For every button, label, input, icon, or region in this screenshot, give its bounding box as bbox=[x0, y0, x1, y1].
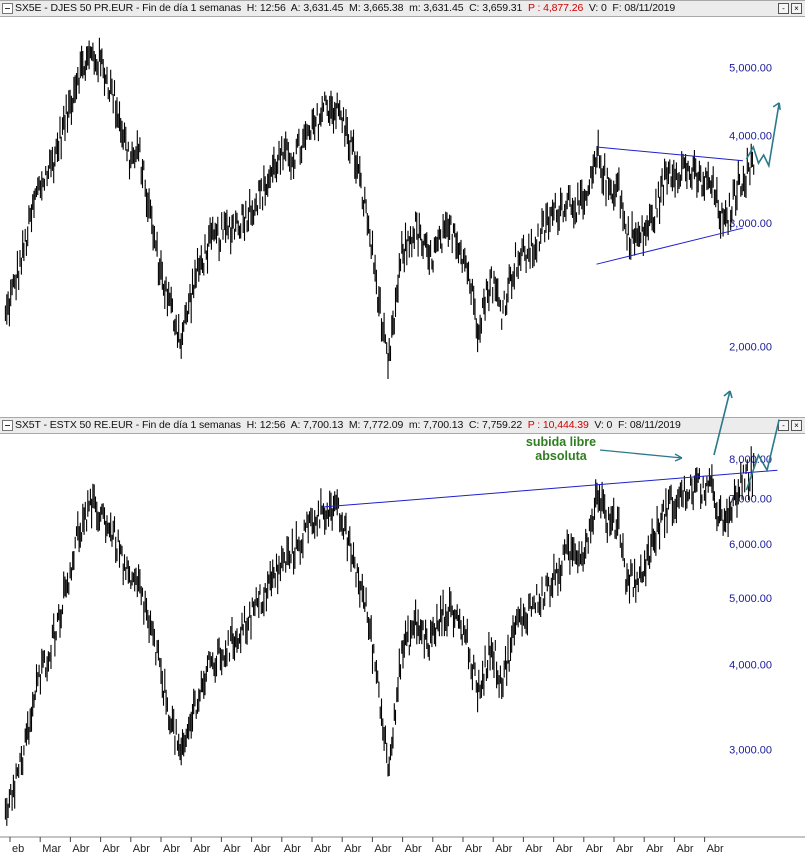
triangle-lower-trendline bbox=[596, 227, 744, 265]
x-tick-label: Abr bbox=[163, 843, 180, 854]
top-panel-header: SX5E - DJES 50 PR.EUR - Fin de día 1 sem… bbox=[0, 0, 805, 17]
y-tick-label: 3,000.00 bbox=[729, 745, 772, 757]
x-tick-label: Abr bbox=[284, 843, 301, 854]
annotation-arrow bbox=[599, 449, 683, 462]
y-tick-label: 5,000.00 bbox=[729, 62, 772, 74]
x-tick-label: Abr bbox=[616, 843, 633, 854]
y-tick-label: 4,000.00 bbox=[729, 130, 772, 142]
bottom-panel-header: SX5T - ESTX 50 RE.EUR - Fin de día 1 sem… bbox=[0, 417, 805, 434]
x-tick-label: Abr bbox=[465, 843, 482, 854]
x-tick-label: Abr bbox=[676, 843, 693, 854]
long-projection-arrow bbox=[713, 390, 733, 456]
close-button[interactable]: × bbox=[791, 3, 802, 14]
x-tick-label: Abr bbox=[133, 843, 150, 854]
y-tick-label: 4,000.00 bbox=[729, 659, 772, 671]
x-tick-label: Abr bbox=[72, 843, 89, 854]
y-tick-label: 8,000.00 bbox=[729, 454, 772, 466]
x-tick-label: Abr bbox=[103, 843, 120, 854]
x-axis-band bbox=[0, 837, 805, 854]
panel-menu-icon[interactable] bbox=[2, 420, 13, 431]
y-tick-label: 2,000.00 bbox=[729, 341, 772, 353]
projection-arrow bbox=[745, 102, 780, 169]
projection-arrow bbox=[745, 419, 780, 491]
x-tick-label: Abr bbox=[314, 843, 331, 854]
x-tick-label: Abr bbox=[193, 843, 210, 854]
x-tick-label: Abr bbox=[374, 843, 391, 854]
price-bars bbox=[4, 37, 755, 379]
bottom-panel-title: SX5T - ESTX 50 RE.EUR - Fin de día 1 sem… bbox=[15, 419, 681, 431]
y-tick-label: 5,000.00 bbox=[729, 593, 772, 605]
minimize-button[interactable]: - bbox=[778, 3, 789, 14]
x-tick-label: eb bbox=[12, 843, 24, 854]
price-series bbox=[4, 37, 755, 379]
panel-menu-icon[interactable] bbox=[2, 3, 13, 14]
x-tick-label: Abr bbox=[525, 843, 542, 854]
x-tick-label: Abr bbox=[344, 843, 361, 854]
annotation-line-1: subida libre bbox=[526, 435, 596, 449]
triangle-upper-trendline bbox=[596, 146, 744, 162]
x-tick-label: Abr bbox=[435, 843, 452, 854]
price-series bbox=[4, 446, 755, 826]
x-tick-label: Abr bbox=[405, 843, 422, 854]
x-tick-label: Abr bbox=[646, 843, 663, 854]
x-axis: eb Mar Abr Abr Abr Abr Abr Abr Abr Abr Abr Abr Abr Ab… bbox=[0, 836, 805, 854]
x-tick-label: Abr bbox=[254, 843, 271, 854]
x-tick-label: Abr bbox=[556, 843, 573, 854]
resistance-trendline bbox=[322, 469, 778, 508]
y-tick-label: 3,000.00 bbox=[729, 218, 772, 230]
projection-arrowhead bbox=[772, 102, 781, 111]
y-tick-label: 6,000.00 bbox=[729, 539, 772, 551]
price-bars bbox=[4, 446, 755, 826]
x-tick-label: Mar bbox=[42, 843, 61, 854]
x-tick-label: Abr bbox=[223, 843, 240, 854]
annotation-line-2: absoluta bbox=[535, 449, 587, 463]
x-tick-label: Abr bbox=[586, 843, 603, 854]
panel-0-plot: 2,000.00 3,000.00 4,000.00 5,000.00 bbox=[4, 37, 781, 379]
top-panel-title: SX5E - DJES 50 PR.EUR - Fin de día 1 sem… bbox=[15, 2, 676, 14]
x-tick-label: Abr bbox=[707, 843, 724, 854]
close-button[interactable]: × bbox=[791, 420, 802, 431]
panel-1-plot: 3,000.004,000.005,000.006,000.007,000.00… bbox=[4, 419, 780, 826]
x-tick-label: Abr bbox=[495, 843, 512, 854]
